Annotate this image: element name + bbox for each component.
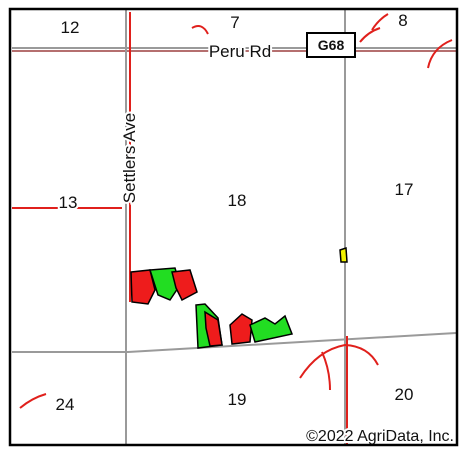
section-label: 7 xyxy=(230,13,239,32)
field xyxy=(339,246,348,263)
section-label: 24 xyxy=(56,395,75,414)
section-label: 12 xyxy=(61,18,80,37)
copyright: ©2022 AgriData, Inc. xyxy=(306,428,454,445)
section-label: 18 xyxy=(228,191,247,210)
field xyxy=(204,310,223,347)
road-label: Settlers Ave xyxy=(120,113,139,203)
stream xyxy=(19,13,453,409)
section-label: 19 xyxy=(228,390,247,409)
highway-shield xyxy=(306,32,356,58)
section-label: 13 xyxy=(59,193,78,212)
road-label: Peru Rd xyxy=(209,42,271,61)
field xyxy=(130,269,156,305)
field xyxy=(249,314,294,343)
section-label: 8 xyxy=(398,11,407,30)
highway-label: G68 xyxy=(318,37,345,53)
frame xyxy=(8,7,459,447)
field xyxy=(171,269,198,302)
section-label: 17 xyxy=(395,180,414,199)
section-label: 20 xyxy=(395,385,414,404)
